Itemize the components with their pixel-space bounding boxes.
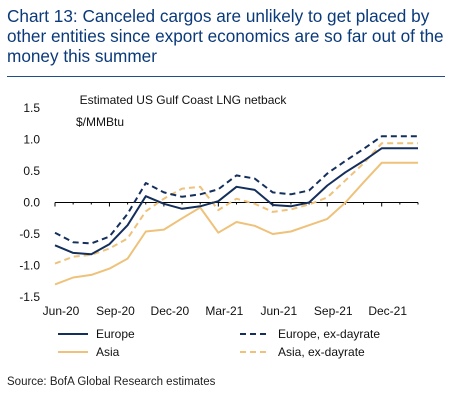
legend-label: Europe <box>96 327 135 341</box>
y-tick-label: -0.5 <box>19 227 40 241</box>
x-tick-label: Jun-21 <box>260 304 297 318</box>
title-divider <box>7 76 445 77</box>
chart-subtitle: Estimated US Gulf Coast LNG netback <box>80 93 288 107</box>
y-tick-label: 1.5 <box>23 101 40 115</box>
y-tick-label: -1.0 <box>19 259 40 273</box>
legend-label: Asia <box>96 345 120 359</box>
legend: Europe Europe, ex-dayrate Asia Asia, ex-day… <box>58 327 380 359</box>
x-tick-label: Sep-20 <box>96 304 135 318</box>
y-tick-label: 0.0 <box>23 196 40 210</box>
y-tick-label: 0.5 <box>23 164 40 178</box>
x-tick-label: Mar-21 <box>205 304 243 318</box>
legend-label: Europe, ex-dayrate <box>278 327 380 341</box>
y-axis-unit-label: $/MMBtu <box>76 115 124 129</box>
x-axis: Jun-20 Sep-20 Dec-20 Mar-21 Jun-21 Sep-21 Dec-… <box>43 202 419 318</box>
legend-label: Asia, ex-dayrate <box>278 345 365 359</box>
series-line-4 <box>54 142 418 265</box>
x-tick-label: Jun-20 <box>43 304 80 318</box>
source-note: Source: BofA Global Research estimates <box>7 376 216 388</box>
x-tick-label: Sep-21 <box>314 304 353 318</box>
y-axis: 1.5 1.0 0.5 0.0 -0.5 -1.0 -1.5 <box>19 101 40 304</box>
series-line-2 <box>54 135 418 245</box>
series-line-1 <box>54 147 418 256</box>
y-tick-label: -1.5 <box>19 290 40 304</box>
x-tick-label: Dec-20 <box>151 304 190 318</box>
x-tick-label: Dec-21 <box>368 304 407 318</box>
chart-title: Chart 13: Canceled cargos are unlikely t… <box>7 6 444 66</box>
series-lines <box>54 135 418 286</box>
series-line-3 <box>54 161 418 286</box>
y-tick-label: 1.0 <box>23 133 40 147</box>
